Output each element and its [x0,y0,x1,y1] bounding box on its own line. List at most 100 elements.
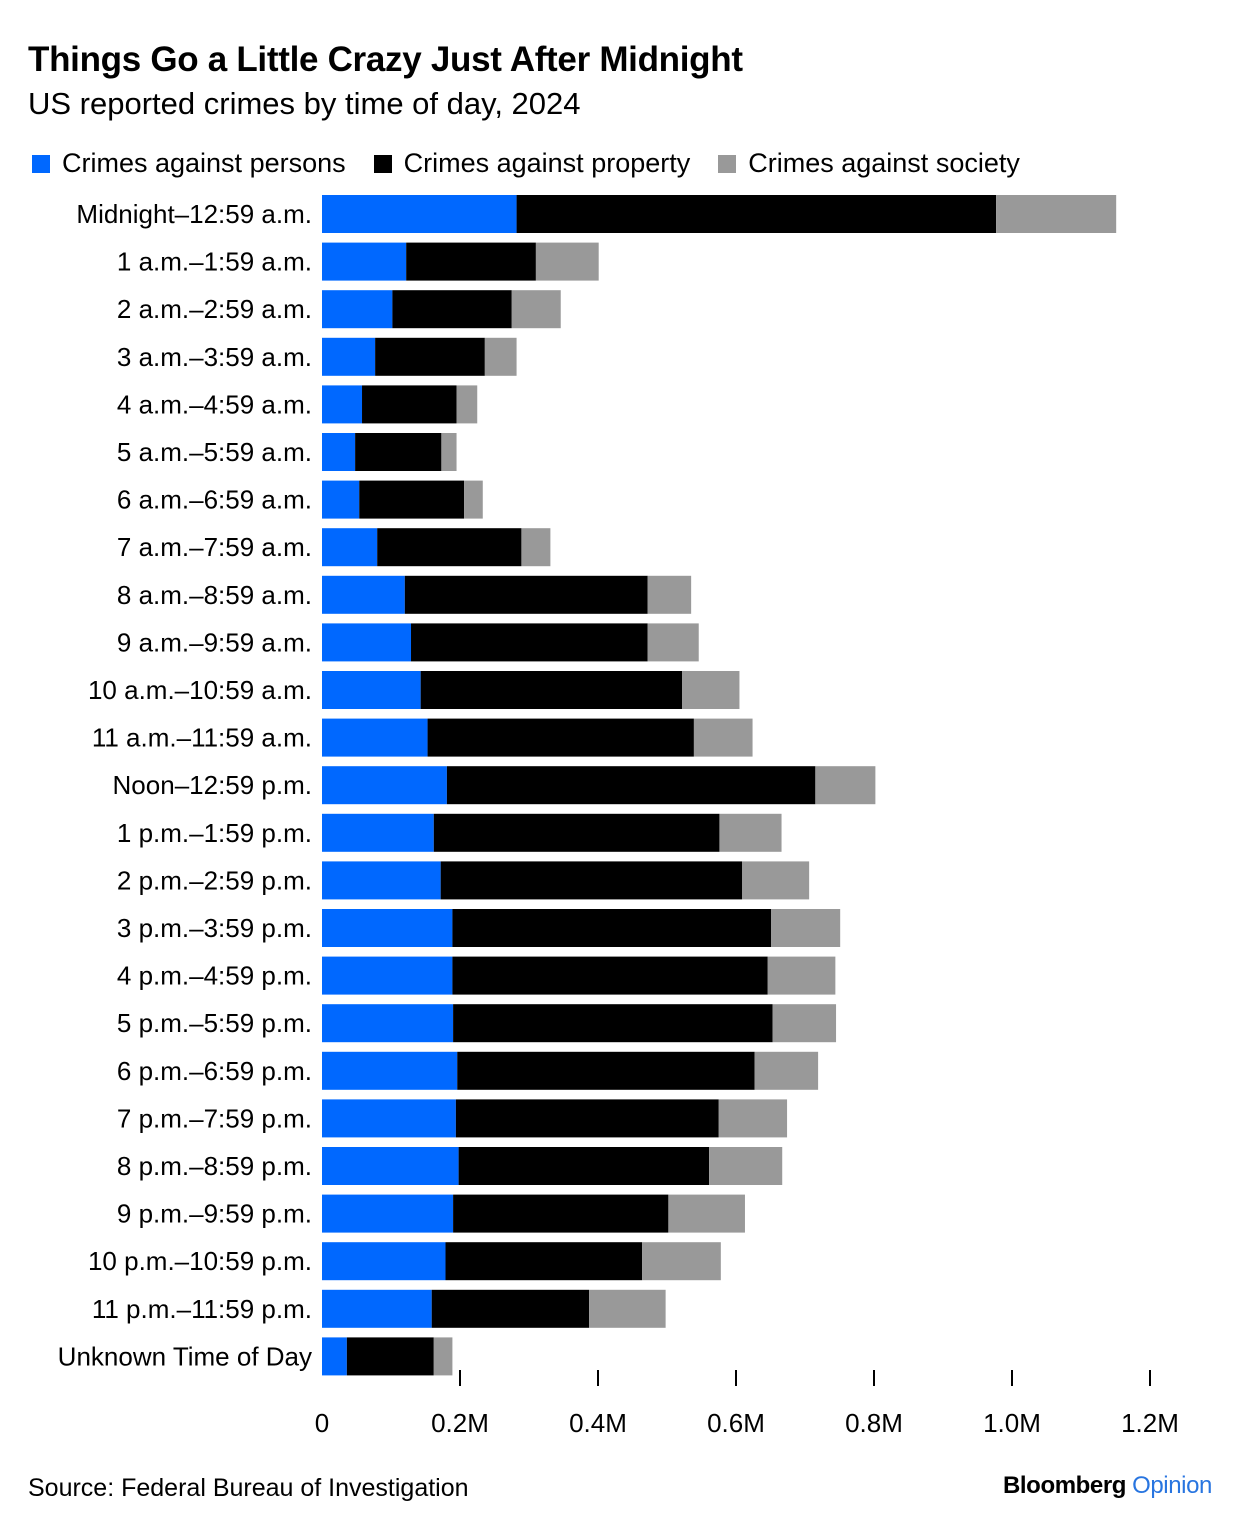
bar-segment-crimes-against-property [452,956,768,995]
source-note: Source: Federal Bureau of Investigation [28,1474,469,1502]
bar-segment-crimes-against-persons [322,195,517,233]
bar-segment-crimes-against-property [516,195,997,233]
bar-segment-crimes-against-persons [322,480,360,519]
bar-segment-crimes-against-property [404,575,648,614]
bar-segment-crimes-against-persons [322,623,412,662]
bar-segment-crimes-against-property [359,480,465,519]
x-tick-label: 0.4M [569,1408,627,1438]
bar-segment-crimes-against-society [668,1194,745,1233]
legend-swatch-persons [32,154,50,173]
bar-segment-crimes-against-society [709,1147,783,1185]
bar-segment-crimes-against-property [406,242,536,281]
legend-item-society: Crimes against society [718,148,1020,179]
bar-segment-crimes-against-property [411,623,648,662]
bar-segment-crimes-against-society [742,861,810,900]
bar-segment-crimes-against-society [535,242,599,281]
x-tick-label: 0.8M [845,1408,903,1438]
category-label: 2 p.m.–2:59 p.m. [117,865,312,895]
bar-segment-crimes-against-society [521,528,551,567]
bar-segment-crimes-against-persons [322,766,447,805]
x-tick-label: 1.0M [983,1408,1041,1438]
bar-segment-crimes-against-society [647,623,699,662]
bar-segment-crimes-against-society [682,671,740,709]
bar-segment-crimes-against-property [377,528,522,567]
bar-segment-crimes-against-society [815,766,876,805]
bar-segment-crimes-against-persons [322,956,453,995]
bar-segment-crimes-against-persons [322,242,407,281]
bar-segment-crimes-against-property [431,1289,590,1328]
bar-segment-crimes-against-property [440,861,743,900]
bar-segment-crimes-against-property [392,290,512,329]
x-tick-label: 1.2M [1121,1408,1179,1438]
bar-segment-crimes-against-persons [322,1289,432,1328]
x-tick-label: 0.6M [707,1408,765,1438]
category-label: 1 p.m.–1:59 p.m. [117,818,312,848]
legend-label-property: Crimes against property [403,148,691,178]
legend-swatch-society [718,154,737,173]
category-label: 8 a.m.–8:59 a.m. [117,580,312,610]
category-label: 2 a.m.–2:59 a.m. [117,294,312,324]
bar-segment-crimes-against-society [754,1051,819,1090]
category-label: 7 p.m.–7:59 p.m. [117,1103,312,1133]
category-label: 8 p.m.–8:59 p.m. [117,1151,312,1181]
bar-segment-crimes-against-property [427,718,694,757]
bar-segment-crimes-against-property [355,433,442,471]
category-label: Unknown Time of Day [58,1341,312,1371]
chart-title: Things Go a Little Crazy Just After Midn… [28,40,743,79]
bar-segment-crimes-against-property [433,813,720,852]
bar-segment-crimes-against-society [441,433,457,471]
category-label: 11 p.m.–11:59 p.m. [92,1294,312,1324]
category-label: Noon–12:59 p.m. [113,770,312,800]
bar-segment-crimes-against-persons [322,1147,459,1185]
chart-subtitle: US reported crimes by time of day, 2024 [28,86,581,121]
category-label: 4 p.m.–4:59 p.m. [117,961,312,991]
stacked-bar-chart: Midnight–12:59 a.m. 1 a.m.–1:59 a.m. 2 a.m… [58,195,1179,1438]
bar-segment-crimes-against-society [996,195,1117,233]
bar-segment-crimes-against-society [693,718,753,757]
bar-segment-crimes-against-persons [322,671,421,709]
bar-segment-crimes-against-society [719,813,782,852]
bar-segment-crimes-against-society [456,385,478,424]
bar-segment-crimes-against-property [453,1004,773,1043]
x-tick-label: 0.2M [431,1408,489,1438]
category-label: 10 p.m.–10:59 p.m. [88,1246,312,1276]
bar-segment-crimes-against-society [642,1242,721,1281]
bar-segment-crimes-against-society [771,909,841,947]
bar-segment-crimes-against-persons [322,813,434,852]
category-label: 1 a.m.–1:59 a.m. [117,247,312,277]
bar-segment-crimes-against-property [445,1242,643,1281]
bar-segment-crimes-against-property [446,766,816,805]
category-label: 4 a.m.–4:59 a.m. [117,389,312,419]
bar-segment-crimes-against-persons [322,1194,454,1233]
bar-segment-crimes-against-property [346,1337,434,1376]
legend-label-persons: Crimes against persons [62,148,346,178]
bar-segment-crimes-against-society [433,1337,453,1376]
bar-segment-crimes-against-persons [322,337,376,376]
bar-segment-crimes-against-property [452,909,772,947]
bar-segment-crimes-against-persons [322,1004,454,1043]
category-label: 9 a.m.–9:59 a.m. [117,627,312,657]
category-label: 10 a.m.–10:59 a.m. [88,675,312,705]
bar-segment-crimes-against-society [464,480,483,519]
bar-segment-crimes-against-property [375,337,485,376]
bar-segment-crimes-against-persons [322,528,378,567]
logo-brand: Bloomberg [1002,1472,1127,1499]
bar-segment-crimes-against-persons [322,718,428,757]
category-label: 9 p.m.–9:59 p.m. [117,1199,312,1229]
legend-item-property: Crimes against property [373,148,691,179]
category-label: 7 a.m.–7:59 a.m. [117,532,312,562]
bar-segment-crimes-against-persons [322,1337,347,1376]
bar-segment-crimes-against-society [511,290,561,329]
legend: Crimes against persons Crimes against pr… [32,148,1048,179]
category-label: 3 a.m.–3:59 a.m. [117,342,312,372]
bar-segment-crimes-against-persons [322,385,363,424]
x-tick-label: 0 [315,1408,329,1438]
logo-section: Opinion [1132,1472,1212,1499]
category-label: 11 a.m.–11:59 a.m. [92,723,312,753]
category-label: Midnight–12:59 a.m. [76,199,312,229]
bar-segment-crimes-against-property [420,671,683,709]
bar-segment-crimes-against-society [767,956,836,995]
bar-segment-crimes-against-property [455,1099,719,1138]
bar-segment-crimes-against-persons [322,1242,446,1281]
bar-segment-crimes-against-society [484,337,517,376]
